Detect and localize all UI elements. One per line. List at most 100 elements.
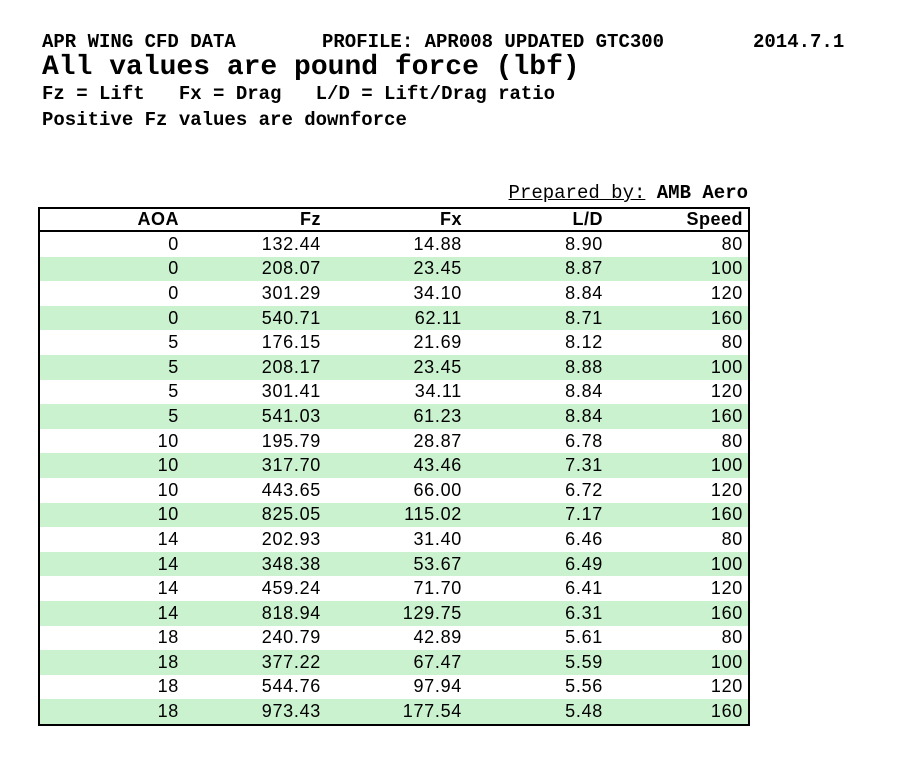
cell: 129.75 (402, 602, 462, 623)
cell: 7.31 (565, 455, 603, 476)
cell: 8.71 (565, 307, 603, 328)
cell: 80 (721, 430, 743, 451)
prepared-by: Prepared by: AMB Aero (509, 184, 748, 203)
cell: 62.11 (414, 307, 462, 328)
cell: 14 (157, 528, 179, 549)
prepared-by-label: Prepared by: (508, 182, 646, 204)
col-header: Fx (326, 208, 467, 232)
table-row: 10 825.05 115.02 7.17 160 (39, 502, 749, 528)
cell: 120 (710, 578, 743, 599)
cell: 18 (157, 651, 179, 672)
cell: 100 (710, 553, 743, 574)
cell: 61.23 (413, 405, 462, 426)
profile-label: PROFILE: APR008 UPDATED GTC300 (322, 31, 665, 53)
units-note: All values are pound force (lbf) (42, 52, 580, 83)
cell: 53.67 (413, 553, 462, 574)
cell: 177.54 (402, 701, 462, 722)
cell: 317.70 (261, 455, 321, 476)
col-header: AOA (39, 208, 184, 232)
cell: 100 (710, 455, 743, 476)
cell: 31.40 (413, 528, 462, 549)
cell: 160 (710, 405, 743, 426)
cell: 301.29 (261, 282, 321, 303)
table-row: 14 459.24 71.70 6.41 120 (39, 576, 749, 601)
cell: 14 (157, 578, 179, 599)
cell: 8.90 (565, 233, 603, 254)
cell: 5.59 (565, 651, 603, 672)
cell: 5 (168, 405, 179, 426)
col-header: Fz (184, 208, 326, 232)
cell: 14.88 (413, 233, 462, 254)
cell: 6.78 (565, 430, 603, 451)
cell: 10 (157, 504, 179, 525)
cell: 42.89 (413, 627, 462, 648)
cell: 100 (710, 356, 743, 377)
cell: 18 (157, 627, 179, 648)
table-row: 0 208.07 23.45 8.87 100 (39, 256, 749, 282)
cell: 80 (721, 233, 743, 254)
cell: 0 (168, 258, 179, 279)
cell: 160 (710, 602, 743, 623)
page-title: APR WING CFD DATA (42, 31, 236, 53)
cell: 8.84 (565, 405, 603, 426)
cell: 10 (157, 479, 179, 500)
cell: 100 (710, 651, 743, 672)
cell: 132.44 (261, 233, 321, 254)
cell: 80 (721, 528, 743, 549)
cell: 5 (168, 356, 179, 377)
table-row: 0 301.29 34.10 8.84 120 (39, 281, 749, 306)
cell: 21.69 (413, 332, 462, 353)
cell: 208.17 (261, 356, 321, 377)
col-header: L/D (467, 208, 608, 232)
cell: 8.12 (565, 332, 603, 353)
cell: 6.49 (565, 553, 603, 574)
table-row: 5 541.03 61.23 8.84 160 (39, 404, 749, 429)
cell: 43.46 (413, 455, 462, 476)
sign-note: Positive Fz values are downforce (42, 109, 407, 131)
cell: 160 (710, 504, 743, 525)
cell: 818.94 (261, 602, 321, 623)
cell: 8.87 (565, 258, 603, 279)
cell: 973.43 (261, 701, 321, 722)
cell: 10 (157, 455, 179, 476)
cell: 18 (157, 676, 179, 697)
cell: 8.84 (565, 381, 603, 402)
cell: 14 (157, 553, 179, 574)
cell: 120 (710, 676, 743, 697)
cell: 8.88 (565, 356, 603, 377)
cell: 5.61 (565, 627, 603, 648)
cell: 67.47 (413, 651, 462, 672)
table-row: 18 544.76 97.94 5.56 120 (39, 675, 749, 700)
cell: 202.93 (261, 528, 321, 549)
cell: 176.15 (261, 332, 321, 353)
cell: 10 (157, 430, 179, 451)
cell: 71.70 (413, 578, 462, 599)
cell: 115.02 (404, 504, 462, 525)
cell: 825.05 (261, 504, 321, 525)
version-date: 2014.7.1 (753, 31, 845, 53)
cell: 544.76 (261, 676, 321, 697)
cell: 18 (157, 701, 179, 722)
cell: 377.22 (261, 651, 321, 672)
table-row: 14 818.94 129.75 6.31 160 (39, 600, 749, 626)
table-row: 18 377.22 67.47 5.59 100 (39, 650, 749, 675)
cell: 6.41 (565, 578, 603, 599)
cell: 80 (721, 332, 743, 353)
table-row: 10 317.70 43.46 7.31 100 (39, 453, 749, 478)
cell: 34.10 (413, 282, 462, 303)
table-row: 10 195.79 28.87 6.78 80 (39, 429, 749, 454)
table-row: 5 176.15 21.69 8.12 80 (39, 330, 749, 355)
cell: 5 (168, 381, 179, 402)
cell: 100 (710, 258, 743, 279)
cell: 0 (168, 307, 179, 328)
col-header: Speed (608, 208, 749, 232)
cell: 160 (710, 307, 743, 328)
table-row: 18 240.79 42.89 5.61 80 (39, 626, 749, 651)
cell: 6.46 (565, 528, 603, 549)
cell: 540.71 (261, 307, 321, 328)
cell: 6.31 (565, 602, 603, 623)
cell: 14 (157, 602, 179, 623)
cell: 160 (710, 701, 743, 722)
table-row: 10 443.65 66.00 6.72 120 (39, 478, 749, 503)
